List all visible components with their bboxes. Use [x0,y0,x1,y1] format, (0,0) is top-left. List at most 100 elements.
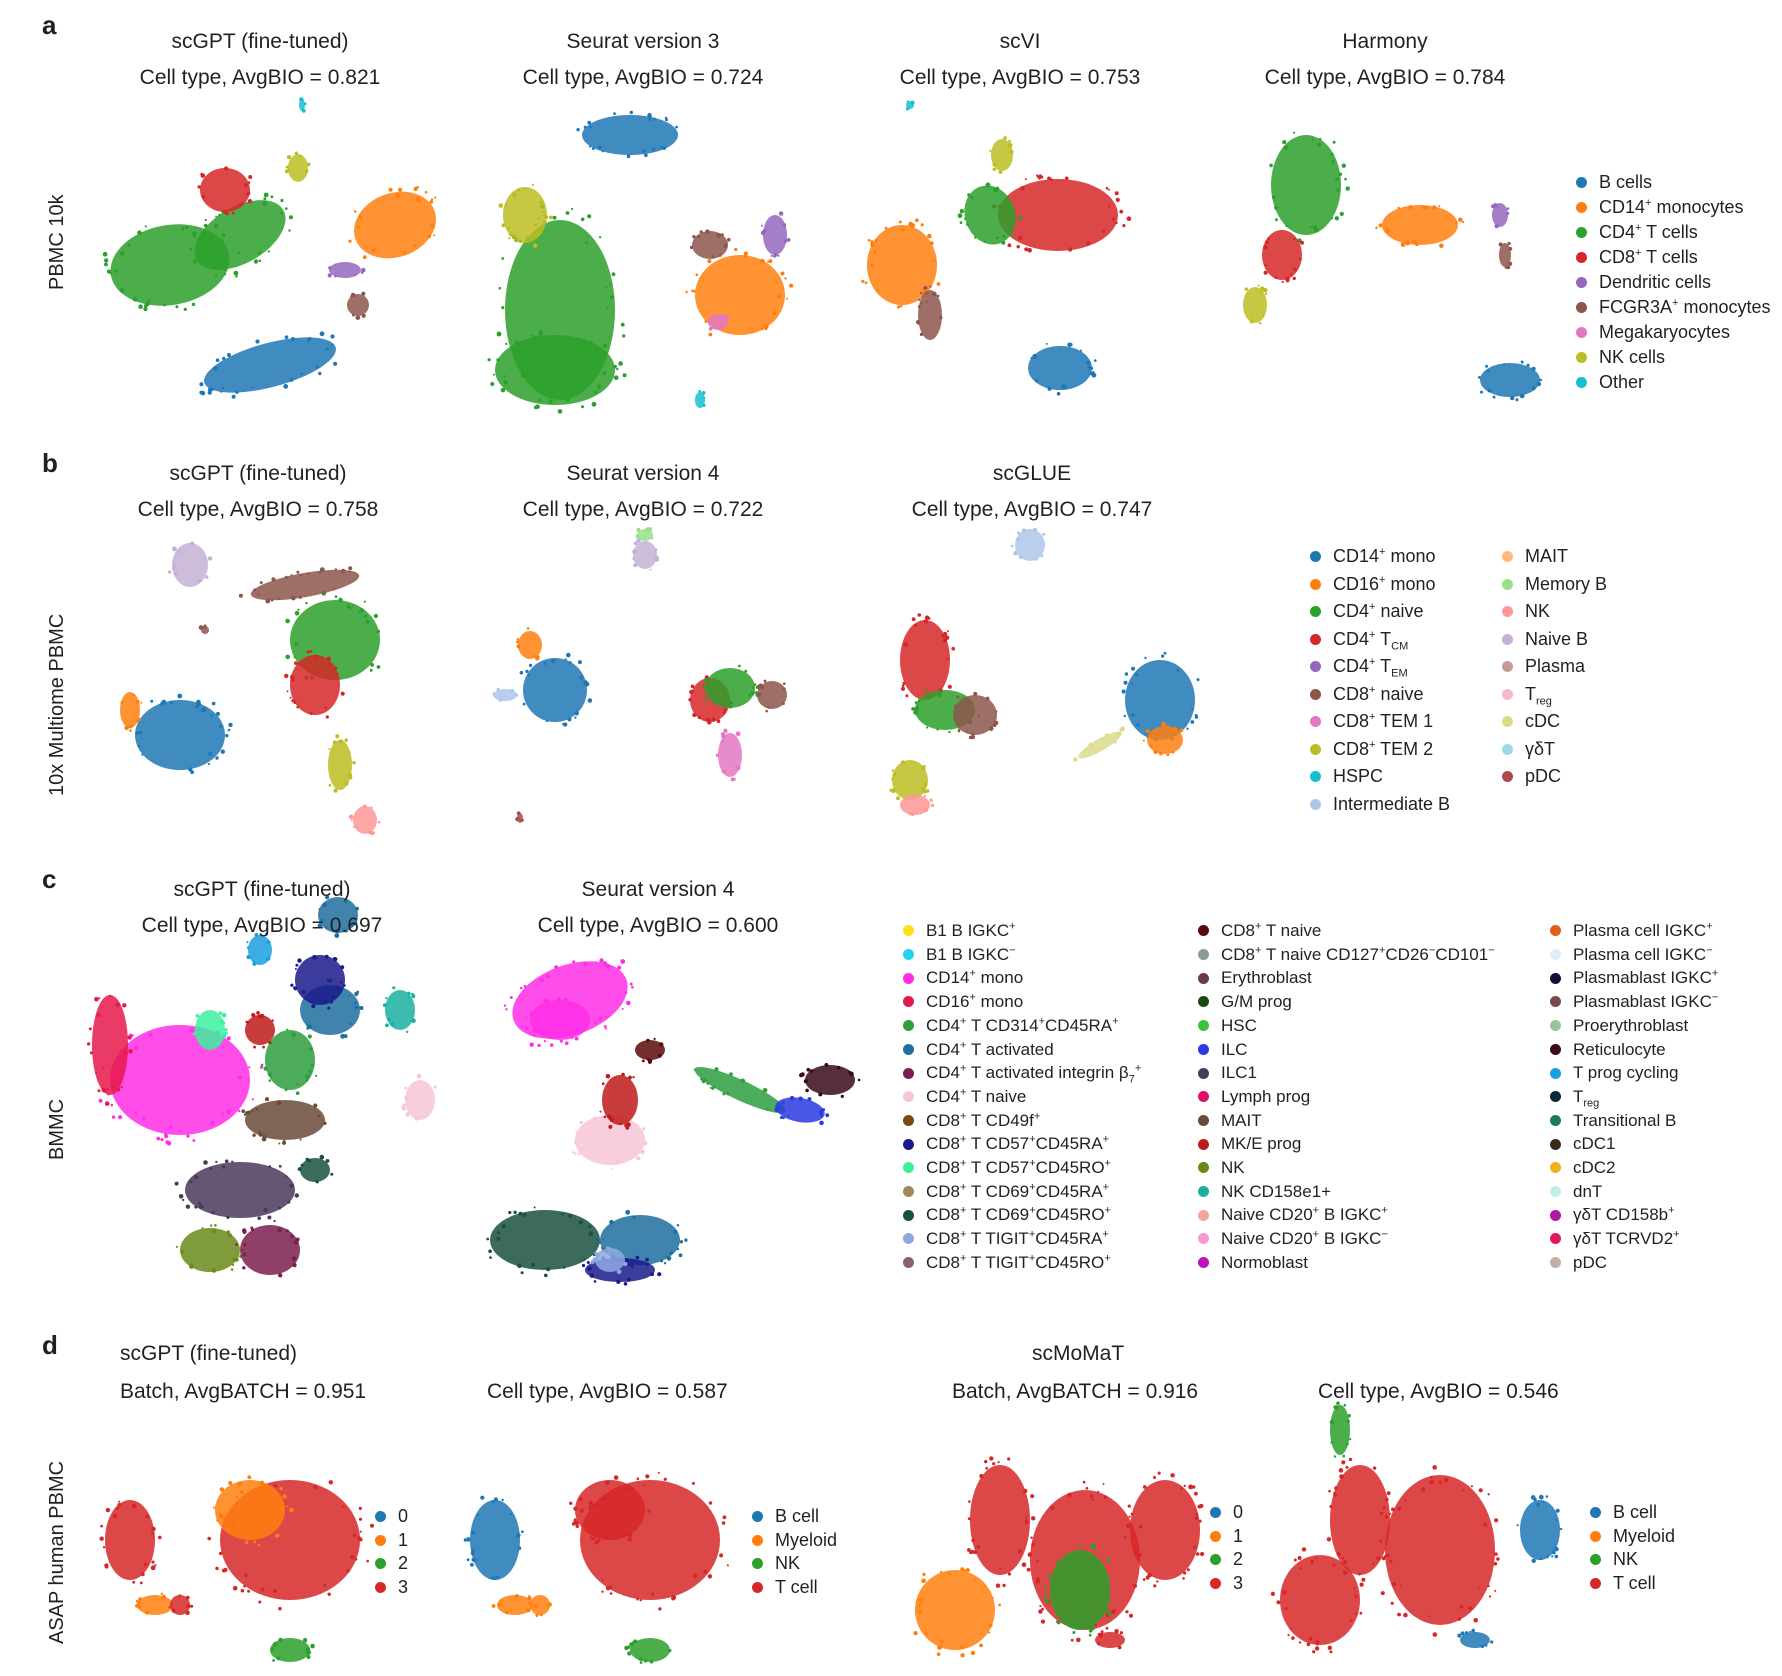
legend-item: T cell [1590,1572,1675,1596]
legend-label: γδT CD158b+ [1573,1204,1675,1225]
legend-item: G/M prog [1198,990,1495,1014]
legend-label: cDC1 [1573,1134,1616,1154]
metric: Cell type, AvgBIO = 0.600 [537,914,779,937]
legend-item: Treg [1502,681,1607,709]
legend-swatch [1550,1257,1561,1269]
legend-swatch [903,1138,914,1150]
legend-swatch [1550,1209,1561,1221]
legend-item: Intermediate B [1310,791,1450,819]
cell-cluster [1270,1547,1363,1654]
metric: Cell type, AvgBIO = 0.784 [1264,66,1506,89]
cell-cluster [284,650,345,719]
legend-swatch [1576,252,1587,263]
cell-cluster [299,97,307,113]
metric: Cell type, AvgBIO = 0.724 [522,66,764,89]
legend-swatch [1502,606,1513,618]
legend-swatch [1502,743,1513,755]
method: Seurat version 3 [566,30,720,53]
legend-label: CD4+ T CD314+CD45RA+ [926,1015,1119,1035]
metric: Cell type, AvgBIO = 0.758 [137,498,379,521]
legend-swatch [1310,606,1321,618]
cell-cluster [246,932,272,966]
legend-item: CD8+ T TIGIT+CD45RA+ [903,1227,1141,1251]
legend-label: CD4+ T activated [926,1038,1054,1059]
method: scVI [999,30,1041,53]
cell-cluster [290,954,346,1010]
cell-cluster [799,1063,861,1098]
method: scGLUE [992,462,1072,485]
legend-swatch [375,1511,386,1523]
legend-swatch [1590,1507,1601,1519]
legend-label: Erythroblast [1221,968,1312,988]
legend-label: CD8+ naive [1333,683,1424,704]
legend-swatch [1502,771,1513,783]
legend-swatch [903,949,914,961]
legend-swatch [1502,688,1513,700]
legend-item: 0 [375,1505,408,1529]
legend-item: CD4+ T naive [903,1085,1141,1109]
legend-label: cDC [1525,711,1560,731]
legend-swatch [1310,688,1321,700]
legend-item: Naive B [1502,626,1607,654]
legend-item: CD14+ monocytes [1576,195,1771,220]
cell-cluster [774,1095,830,1126]
legend-item: γδT CD158b+ [1550,1203,1718,1227]
legend-swatch [1198,1067,1209,1079]
cell-cluster [1142,721,1184,757]
cell-cluster [175,1224,244,1273]
cell-cluster [599,1072,638,1130]
legend-label: 3 [398,1576,409,1597]
legend-label: HSPC [1333,766,1384,786]
legend-swatch [903,1257,914,1269]
legend-swatch [1576,227,1587,238]
cell-cluster [715,728,742,782]
cell-cluster [1326,1457,1395,1587]
legend-label: HSC [1221,1015,1257,1035]
cell-cluster [1379,1465,1500,1637]
legend-c-col3: Plasma cell IGKC+ Plasma cell IGKC− Plasma… [1550,919,1718,1275]
legend-item: Treg [1550,1085,1718,1109]
legend-swatch [1198,1233,1209,1245]
legend-item: NK [1590,1548,1675,1572]
legend-swatch [1590,1554,1601,1566]
cell-cluster [519,652,593,727]
cell-cluster [528,1595,552,1618]
cell-cluster [486,1206,609,1278]
cell-cluster [260,1028,318,1095]
legend-item: Megakaryocytes [1576,320,1771,345]
legend-swatch [1198,1043,1209,1055]
metric-d2: Cell type, AvgBIO = 0.587 [487,1380,728,1403]
legend-label: B1 B IGKC+ [926,920,1016,940]
cell-cluster [695,390,706,408]
cell-cluster [632,538,660,571]
legend-swatch [903,1067,914,1079]
legend-item: Myeloid [752,1529,837,1553]
legend-item: 0 [1210,1501,1243,1525]
method: Harmony [1342,30,1428,53]
legend-swatch [1550,1162,1561,1174]
legend-item: FCGR3A+ monocytes [1576,295,1771,320]
cell-cluster [1028,342,1097,396]
legend-item: ILC [1198,1038,1495,1062]
cell-cluster [1124,1471,1205,1588]
cell-cluster [192,1010,228,1050]
legend-swatch [1576,177,1587,188]
title-c1: scGPT (fine-tuned) Cell type, AvgBIO = 0.… [142,872,383,944]
legend-item: CD8+ T CD49f+ [903,1109,1141,1133]
legend-item: Naive CD20+ B IGKC+ [1198,1203,1495,1227]
legend-label: 1 [1233,1525,1244,1546]
legend-c-col2: CD8+ T naive CD8+ T naive CD127+CD26−CD10… [1198,919,1495,1275]
cell-cluster [624,1638,672,1664]
cell-cluster [635,527,654,541]
legend-item: NK CD158e1+ [1198,1180,1495,1204]
title-c2: Seurat version 4 Cell type, AvgBIO = 0.60… [538,872,779,944]
row-label-a: PBMC 10k [46,194,68,290]
cell-cluster [174,1159,299,1220]
legend-label: CD8+ TEM 2 [1333,738,1434,759]
cell-cluster [245,1011,275,1049]
legend-label: MAIT [1221,1110,1262,1130]
legend-label: Treg [1573,1086,1600,1110]
legend-label: 2 [398,1553,409,1573]
legend-swatch [903,1091,914,1103]
